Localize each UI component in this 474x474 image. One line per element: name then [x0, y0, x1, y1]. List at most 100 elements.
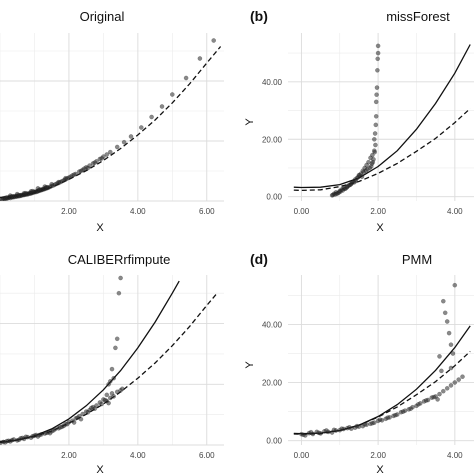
- data-point: [106, 381, 111, 387]
- data-point: [113, 345, 118, 351]
- x-axis-label: X: [96, 222, 104, 234]
- data-point: [370, 420, 375, 426]
- grid: [0, 33, 224, 202]
- data-point: [330, 192, 336, 198]
- data-point: [211, 38, 216, 43]
- data-point: [437, 391, 442, 397]
- data-point: [56, 179, 61, 185]
- data-point: [47, 430, 53, 436]
- grid: [288, 275, 474, 445]
- data-point: [354, 423, 360, 429]
- data-point: [400, 409, 406, 414]
- x-tick-label: 2.00: [61, 451, 77, 460]
- data-point: [63, 175, 68, 181]
- x-tick-labels: 2.00 4.00 6.00: [61, 207, 215, 216]
- x-tick-label: 6.00: [199, 207, 215, 216]
- data-point: [104, 152, 110, 157]
- panel-missforest: (b) missForest 0.00 2.00 4.00 0.00 20.00 40.…: [244, 8, 474, 234]
- panel-label: (b): [250, 8, 268, 24]
- data-point: [431, 394, 437, 400]
- y-tick-label: 0.00: [266, 193, 282, 202]
- points: [0, 275, 125, 445]
- solid-curve: [293, 44, 471, 189]
- data-point: [324, 428, 329, 433]
- data-point: [440, 388, 446, 394]
- y-tick-label: 0.00: [266, 437, 282, 446]
- panel-pmm: (d) PMM 0.00 2.00 4.00 0.00 20.00 40.00 X Y: [244, 251, 474, 474]
- curves: [0, 46, 222, 199]
- dashed-curve: [293, 108, 471, 192]
- data-point: [375, 50, 381, 56]
- data-point: [89, 405, 94, 411]
- data-point: [78, 168, 84, 174]
- data-point: [370, 152, 375, 158]
- y-tick-label: 40.00: [262, 78, 283, 87]
- data-point: [68, 174, 73, 179]
- x-tick-label: 4.00: [130, 451, 146, 460]
- plot-area: [0, 33, 224, 201]
- data-point: [448, 383, 454, 388]
- grid: [0, 275, 224, 446]
- x-axis-label: X: [376, 464, 384, 474]
- dashed-curve: [0, 46, 222, 199]
- data-point: [75, 415, 80, 421]
- data-point: [439, 368, 444, 374]
- data-point: [355, 174, 361, 180]
- y-tick-label: 20.00: [262, 379, 283, 388]
- data-point: [80, 411, 85, 417]
- data-point: [20, 435, 25, 441]
- data-point: [374, 85, 380, 90]
- data-point: [347, 424, 352, 430]
- data-point: [423, 398, 429, 403]
- data-point: [16, 192, 22, 198]
- data-point: [120, 386, 125, 392]
- data-point: [373, 114, 379, 119]
- x-tick-label: 2.00: [370, 207, 386, 216]
- data-point: [128, 134, 134, 139]
- y-axis-label: Y: [244, 361, 256, 369]
- y-tick-label: 20.00: [262, 135, 283, 144]
- panel-title: CALIBERrfimpute: [68, 252, 171, 267]
- data-point: [99, 156, 104, 161]
- data-point: [114, 144, 120, 150]
- data-point: [6, 438, 11, 444]
- data-point: [361, 169, 366, 175]
- panel-original: Original 2.00 4.00 6.00 X: [0, 9, 224, 234]
- data-point: [339, 426, 345, 432]
- panel-caliberrfimpute: CALIBERrfimpute 2.00 4.00 6.00 X: [0, 252, 224, 474]
- data-point: [64, 421, 70, 427]
- x-tick-label: 4.00: [447, 451, 463, 460]
- data-point: [51, 428, 56, 433]
- data-point: [408, 406, 414, 412]
- data-point: [92, 160, 98, 165]
- data-point: [393, 412, 398, 418]
- data-point: [159, 104, 165, 109]
- data-point: [71, 420, 77, 425]
- data-point: [372, 131, 378, 136]
- data-point: [444, 319, 450, 324]
- data-point: [308, 429, 314, 435]
- y-tick-labels: 0.00 20.00 40.00: [262, 78, 283, 202]
- data-point: [61, 423, 67, 429]
- x-tick-label: 0.00: [294, 451, 310, 460]
- data-point: [460, 374, 465, 380]
- data-point: [372, 149, 378, 155]
- data-point: [99, 401, 104, 407]
- data-point: [371, 136, 377, 142]
- data-point: [85, 165, 91, 171]
- data-point: [183, 75, 189, 81]
- data-point: [446, 330, 452, 336]
- data-point: [385, 415, 391, 421]
- data-point: [109, 366, 115, 372]
- x-tick-labels: 2.00 4.00 6.00: [61, 451, 215, 460]
- data-point: [416, 401, 421, 407]
- points: [0, 38, 216, 201]
- y-tick-labels: 0.00 20.00 40.00: [262, 320, 283, 445]
- y-axis-label: Y: [244, 118, 256, 126]
- grid: [288, 33, 474, 201]
- curves: [293, 44, 471, 192]
- data-point: [442, 310, 448, 316]
- points: [299, 282, 465, 438]
- x-axis-label: X: [376, 222, 384, 234]
